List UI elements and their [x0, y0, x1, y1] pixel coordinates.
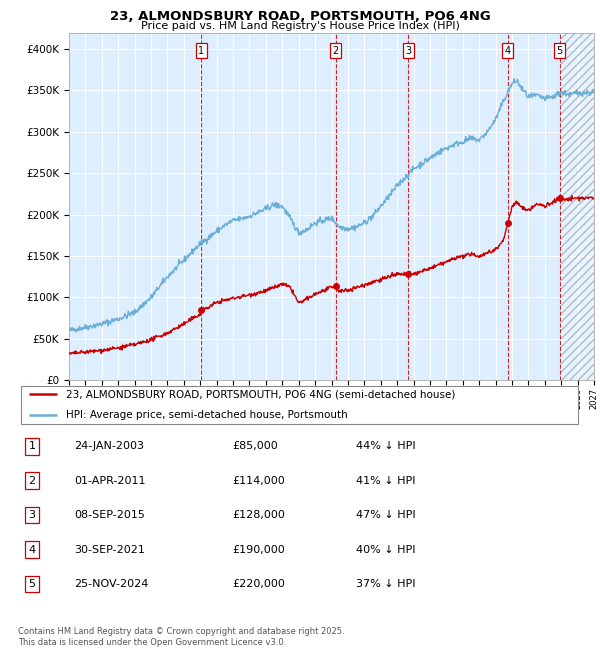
Text: 3: 3	[29, 510, 35, 520]
FancyBboxPatch shape	[21, 385, 578, 424]
Bar	[561, 32, 594, 380]
Text: Contains HM Land Registry data © Crown copyright and database right 2025.
This d: Contains HM Land Registry data © Crown c…	[18, 627, 344, 647]
Text: 40% ↓ HPI: 40% ↓ HPI	[356, 545, 416, 554]
Text: 1: 1	[29, 441, 35, 451]
Text: 30-SEP-2021: 30-SEP-2021	[74, 545, 145, 554]
Text: 23, ALMONDSBURY ROAD, PORTSMOUTH, PO6 4NG: 23, ALMONDSBURY ROAD, PORTSMOUTH, PO6 4N…	[110, 10, 490, 23]
Text: 01-APR-2011: 01-APR-2011	[74, 476, 146, 486]
Bar	[561, 32, 594, 380]
Text: 4: 4	[29, 545, 35, 554]
Text: £190,000: £190,000	[232, 545, 285, 554]
Text: £128,000: £128,000	[232, 510, 285, 520]
Text: 2: 2	[29, 476, 35, 486]
Text: Price paid vs. HM Land Registry's House Price Index (HPI): Price paid vs. HM Land Registry's House …	[140, 21, 460, 31]
Text: 24-JAN-2003: 24-JAN-2003	[74, 441, 145, 451]
Text: 08-SEP-2015: 08-SEP-2015	[74, 510, 145, 520]
Text: HPI: Average price, semi-detached house, Portsmouth: HPI: Average price, semi-detached house,…	[66, 410, 347, 420]
Text: 3: 3	[405, 46, 412, 56]
Text: 44% ↓ HPI: 44% ↓ HPI	[356, 441, 416, 451]
Text: 4: 4	[505, 46, 511, 56]
Text: 23, ALMONDSBURY ROAD, PORTSMOUTH, PO6 4NG (semi-detached house): 23, ALMONDSBURY ROAD, PORTSMOUTH, PO6 4N…	[66, 389, 455, 399]
Text: 25-NOV-2024: 25-NOV-2024	[74, 579, 149, 589]
Text: 37% ↓ HPI: 37% ↓ HPI	[356, 579, 416, 589]
Text: 41% ↓ HPI: 41% ↓ HPI	[356, 476, 416, 486]
Text: £220,000: £220,000	[232, 579, 285, 589]
Text: £114,000: £114,000	[232, 476, 285, 486]
Text: 5: 5	[29, 579, 35, 589]
Text: £85,000: £85,000	[232, 441, 278, 451]
Text: 1: 1	[199, 46, 205, 56]
Text: 5: 5	[556, 46, 563, 56]
Text: 2: 2	[332, 46, 339, 56]
Text: 47% ↓ HPI: 47% ↓ HPI	[356, 510, 416, 520]
